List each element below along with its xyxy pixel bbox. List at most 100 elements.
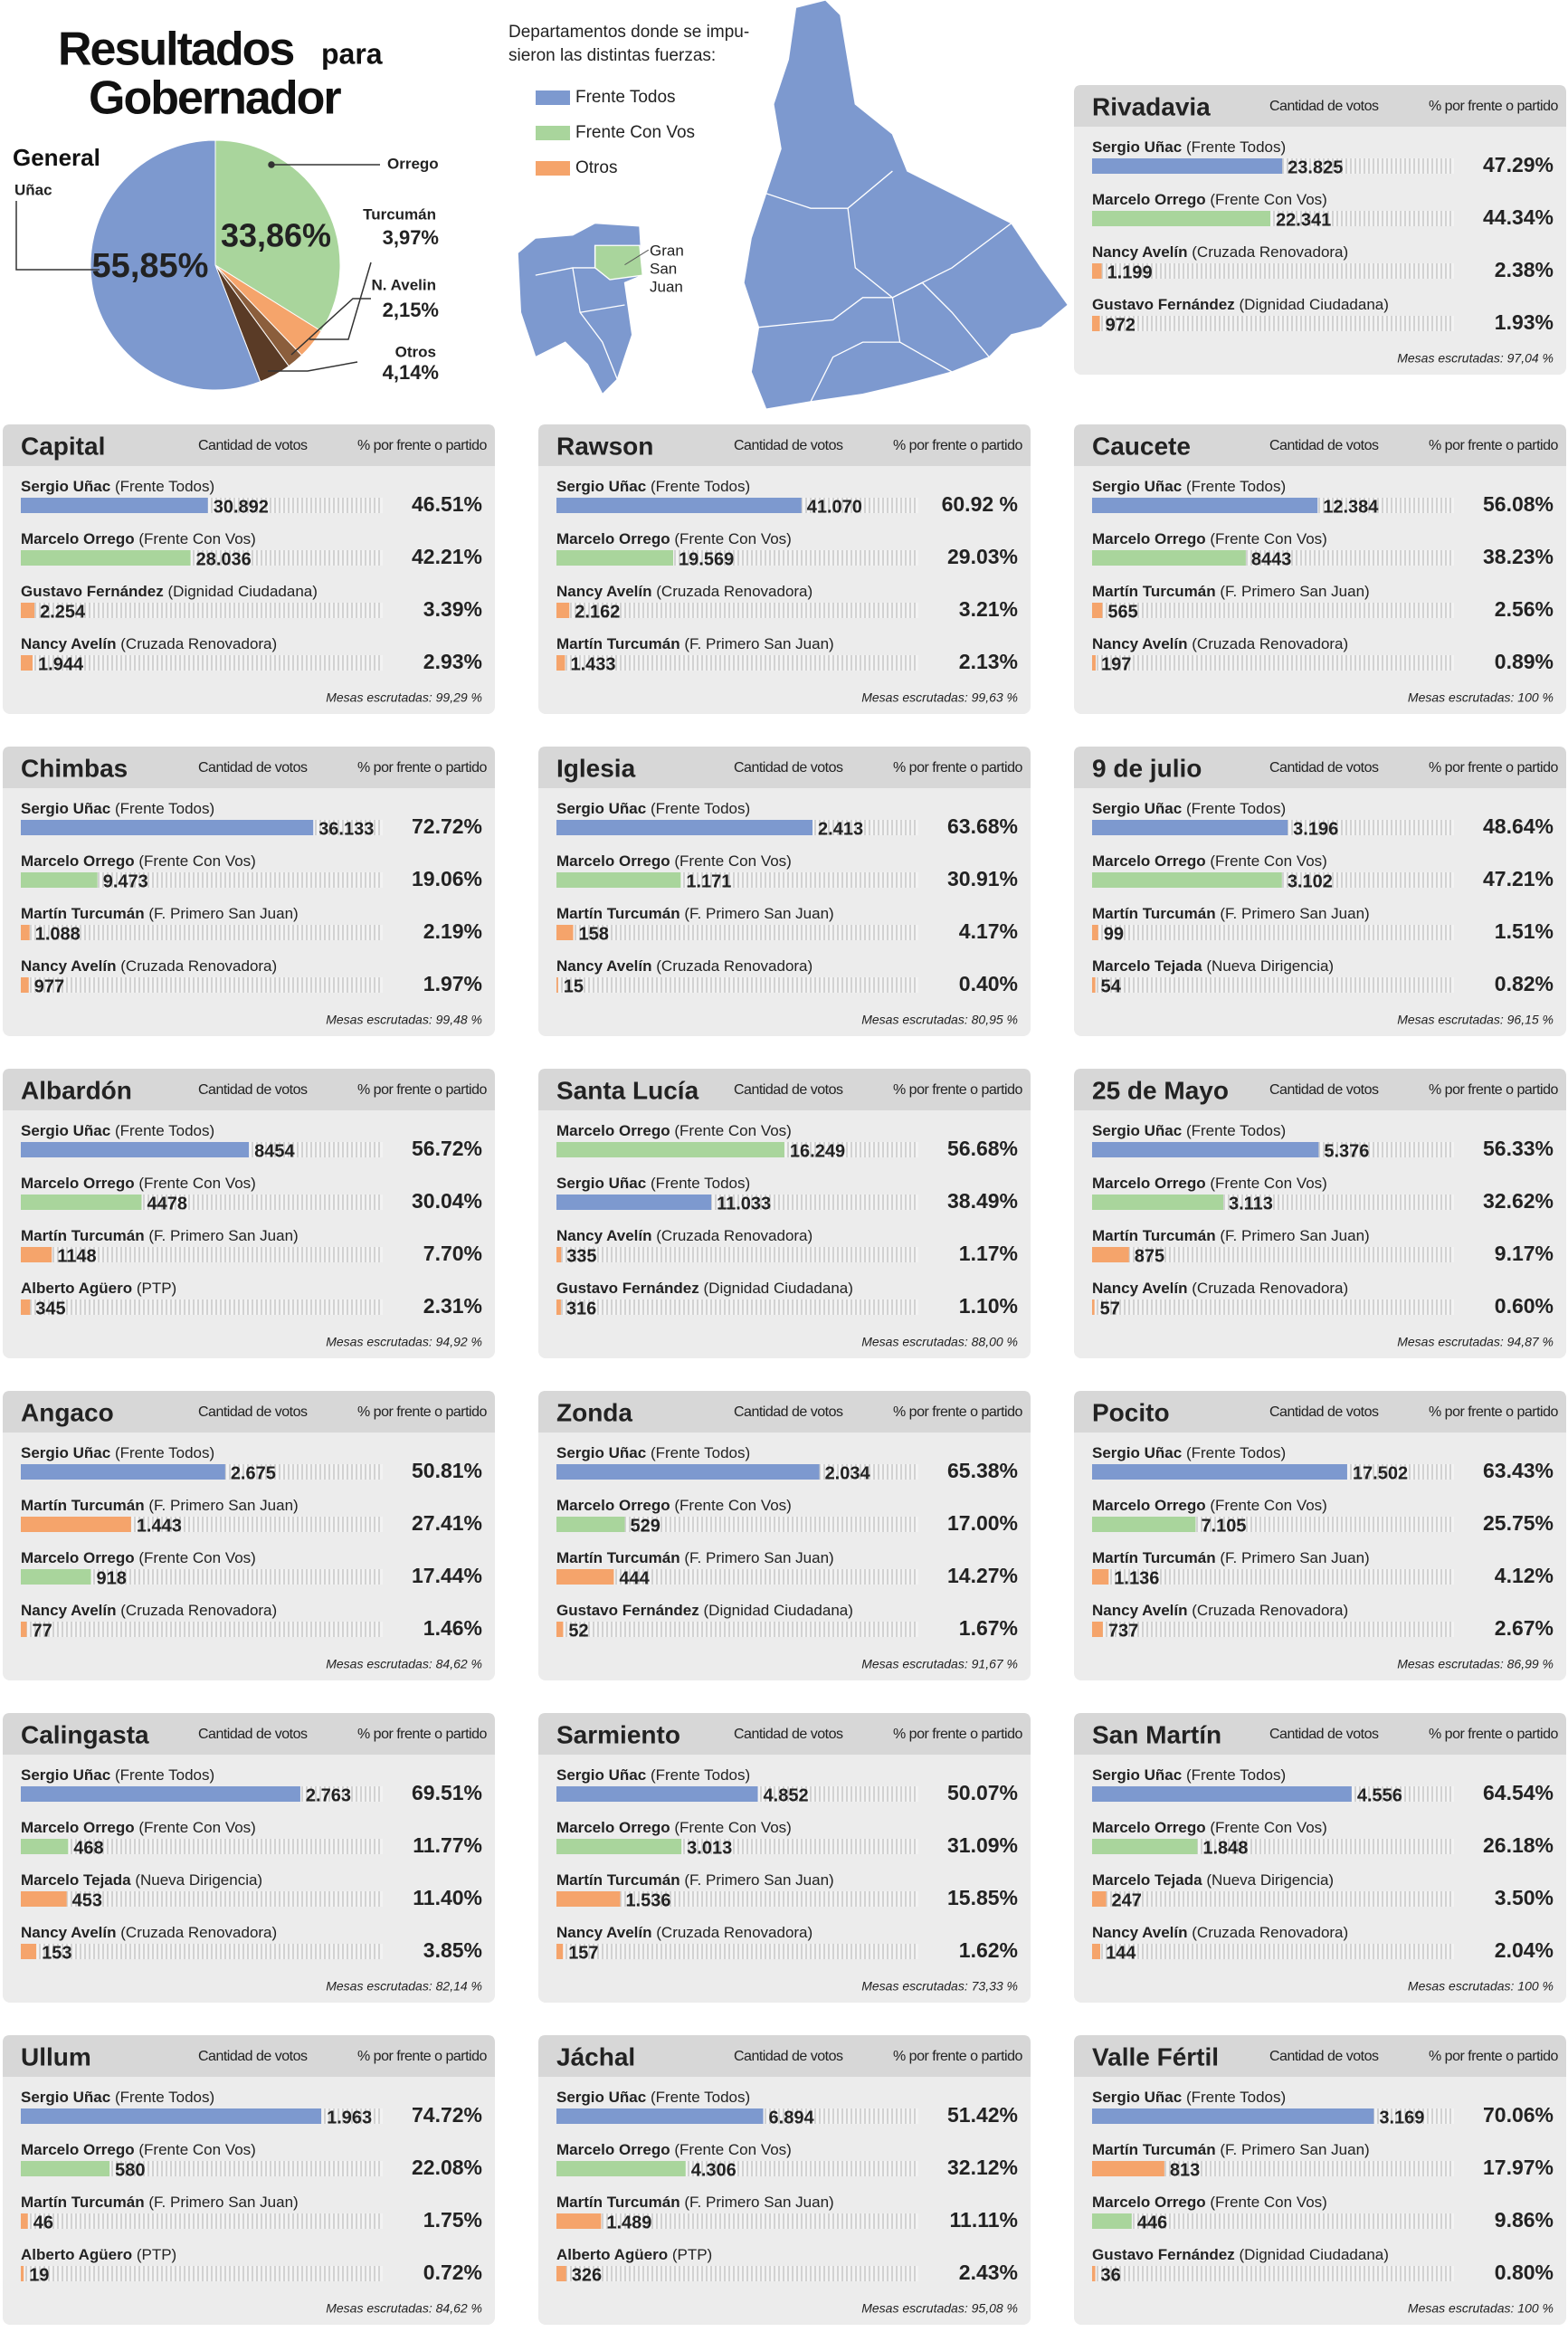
candidate-label: Marcelo Orrego (Frente Con Vos) <box>1092 1497 1327 1514</box>
candidate-name: Gustavo Fernández <box>1092 296 1235 313</box>
percent-label: 15.85% <box>947 1886 1018 1909</box>
party-name: (Frente Todos) <box>115 800 214 817</box>
bar <box>21 2108 322 2124</box>
votes-label: 446 <box>1137 2213 1167 2232</box>
votes-label: 157 <box>568 1943 598 1963</box>
candidate-label: Nancy Avelín (Cruzada Renovadora) <box>1092 1924 1348 1941</box>
percent-label: 3.50% <box>1495 1886 1554 1909</box>
party-name: (Frente Todos) <box>1186 138 1286 156</box>
bar <box>21 872 98 888</box>
party-name: (Cruzada Renovadora) <box>1192 243 1348 261</box>
bar <box>556 550 674 566</box>
candidate-label: Martín Turcumán (F. Primero San Juan) <box>1092 1227 1370 1244</box>
percent-label: 29.03% <box>947 545 1018 568</box>
card-header <box>538 2035 1031 2077</box>
percent-label: 31.09% <box>947 1833 1018 1857</box>
card-header <box>538 424 1031 466</box>
candidate-name: Martín Turcumán <box>556 1871 680 1889</box>
bar <box>1092 498 1318 513</box>
candidate-name: Marcelo Orrego <box>21 1819 135 1836</box>
bar <box>556 1464 820 1480</box>
candidate-name: Sergio Uñac <box>1092 1444 1182 1461</box>
card-header <box>3 1391 495 1433</box>
votes-label: 3.013 <box>687 1838 732 1858</box>
bar-track <box>556 1299 918 1315</box>
votes-label: 737 <box>1108 1621 1138 1641</box>
bar <box>21 1622 27 1637</box>
bar <box>21 550 191 566</box>
bar <box>1092 1464 1347 1480</box>
percent-label: 2.56% <box>1495 597 1554 621</box>
bar-track <box>556 925 918 940</box>
candidate-name: Sergio Uñac <box>21 800 110 817</box>
votes-label: 153 <box>42 1943 71 1963</box>
candidate-label: Sergio Uñac (Frente Todos) <box>21 1444 214 1461</box>
map-border <box>572 267 618 380</box>
map-title: sieron las distintas fuerzas: <box>508 46 716 65</box>
party-name: (F. Primero San Juan) <box>684 2194 833 2211</box>
votes-label: 2.763 <box>306 1785 351 1805</box>
department-card: Pocito Cantidad de votos % por frente o pa… <box>1074 1391 1566 1680</box>
party-name: (F. Primero San Juan) <box>1220 1227 1369 1244</box>
party-name: (Frente Todos) <box>115 1122 214 1139</box>
percent-label: 47.21% <box>1483 867 1554 890</box>
bar-track <box>556 655 918 671</box>
map-border <box>758 223 1012 328</box>
mesas-label: Mesas escrutadas: 73,33 % <box>861 1979 1018 1994</box>
legend-swatch <box>536 126 570 140</box>
bar-track <box>21 1944 383 1959</box>
votes-label: 813 <box>1170 2160 1200 2180</box>
bar <box>1092 316 1100 331</box>
percent-label: 11.77% <box>413 1833 482 1857</box>
card-header <box>3 424 495 466</box>
bar <box>21 925 30 940</box>
party-name: (Frente Con Vos) <box>1210 852 1326 870</box>
votes-label: 7.105 <box>1201 1516 1246 1536</box>
candidate-label: Martín Turcumán (F. Primero San Juan) <box>1092 2141 1370 2158</box>
candidate-name: Nancy Avelín <box>21 1924 117 1941</box>
candidate-label: Martín Turcumán (F. Primero San Juan) <box>556 1871 834 1889</box>
department-card: 9 de julio Cantidad de votos % por frente … <box>1074 747 1566 1036</box>
percent-label: 17.44% <box>412 1564 482 1587</box>
bar <box>1092 603 1103 618</box>
party-name: (Frente Con Vos) <box>674 1819 791 1836</box>
percent-label: 38.49% <box>947 1189 1018 1213</box>
card-title: Pocito <box>1092 1398 1170 1426</box>
mesas-label: Mesas escrutadas: 84,62 % <box>326 1657 482 1671</box>
column-header: Cantidad de votos <box>1269 438 1379 453</box>
candidate-name: Nancy Avelín <box>556 957 652 975</box>
candidate-name: Marcelo Orrego <box>556 1122 670 1139</box>
candidate-label: Sergio Uñac (Frente Todos) <box>21 2089 214 2106</box>
card-body <box>538 424 1031 714</box>
bar <box>1092 2161 1164 2176</box>
candidate-name: Martín Turcumán <box>556 1549 680 1566</box>
card-title: Valle Fértil <box>1092 2042 1219 2070</box>
bar-track <box>21 2266 383 2281</box>
card-header <box>538 747 1031 788</box>
column-header: % por frente o partido <box>1429 1727 1558 1742</box>
party-name: (Frente Con Vos) <box>138 2141 255 2158</box>
votes-label: 2.034 <box>825 1463 871 1483</box>
party-name: (Frente Con Vos) <box>1210 1819 1326 1836</box>
card-title: 25 de Mayo <box>1092 1076 1229 1104</box>
leader-line <box>268 361 358 372</box>
party-name: (F. Primero San Juan) <box>1220 905 1369 922</box>
candidate-name: Marcelo Orrego <box>1092 852 1206 870</box>
candidate-label: Sergio Uñac (Frente Todos) <box>1092 1766 1286 1784</box>
card-title: Iglesia <box>556 754 636 782</box>
bar <box>21 1247 52 1262</box>
candidate-label: Martín Turcumán (F. Primero San Juan) <box>1092 1549 1370 1566</box>
card-body <box>3 1713 495 2003</box>
candidate-label: Martín Turcumán (F. Primero San Juan) <box>556 2194 834 2211</box>
card-body <box>538 1713 1031 2003</box>
votes-label: 36 <box>1101 2265 1121 2285</box>
party-name: (F. Primero San Juan) <box>1220 2141 1369 2158</box>
candidate-name: Alberto Agüero <box>21 2246 132 2263</box>
candidate-label: Nancy Avelín (Cruzada Renovadora) <box>556 1924 813 1941</box>
percent-label: 1.46% <box>423 1616 482 1640</box>
votes-label: 30.892 <box>214 497 269 517</box>
votes-label: 4.852 <box>764 1785 809 1805</box>
party-name: (Frente Todos) <box>651 1444 750 1461</box>
